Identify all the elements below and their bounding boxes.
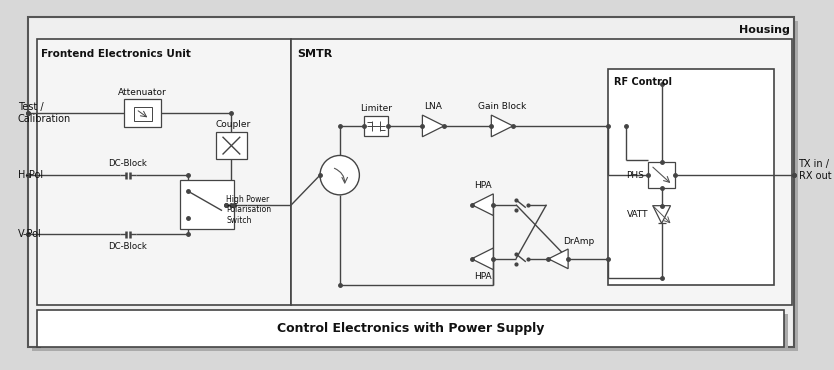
Bar [291, 39, 791, 305]
Text: DrAmp: DrAmp [563, 237, 595, 246]
Text: PHS: PHS [626, 171, 644, 180]
Polygon shape [472, 194, 493, 215]
Polygon shape [653, 206, 671, 223]
Text: Control Electronics with Power Supply: Control Electronics with Power Supply [277, 322, 545, 335]
Bar [42, 314, 787, 352]
Text: LNA: LNA [425, 102, 442, 111]
Polygon shape [491, 115, 513, 137]
Bar [38, 39, 291, 305]
Bar [124, 99, 162, 127]
Text: TX in /
RX out: TX in / RX out [798, 159, 831, 181]
Bar [216, 132, 247, 159]
Polygon shape [549, 249, 568, 269]
Text: Limiter: Limiter [360, 104, 392, 113]
Bar [134, 107, 152, 121]
Bar [648, 162, 676, 188]
Text: Gain Block: Gain Block [478, 102, 526, 111]
Text: Frontend Electronics Unit: Frontend Electronics Unit [42, 49, 191, 59]
Bar [609, 69, 774, 285]
Circle shape [320, 155, 359, 195]
Text: Attenuator: Attenuator [118, 88, 167, 97]
Bar [179, 180, 234, 229]
Text: VATT: VATT [627, 210, 649, 219]
Text: V-Pol: V-Pol [18, 229, 42, 239]
Text: DC-Block: DC-Block [108, 159, 148, 168]
Text: Test /
Calibration: Test / Calibration [18, 102, 71, 124]
Text: SMTR: SMTR [298, 49, 333, 59]
Polygon shape [422, 115, 444, 137]
Bar [364, 116, 388, 136]
Bar [38, 310, 784, 347]
Text: High Power
Polarisation
Switch: High Power Polarisation Switch [227, 195, 272, 225]
Text: DC-Block: DC-Block [108, 242, 148, 250]
Text: H-Pol: H-Pol [18, 170, 43, 180]
Polygon shape [472, 248, 493, 270]
Text: HPA: HPA [474, 272, 491, 281]
Text: RF Control: RF Control [615, 77, 672, 87]
Text: Coupler: Coupler [216, 121, 251, 130]
Text: HPA: HPA [474, 181, 491, 189]
Text: Housing: Housing [739, 24, 790, 34]
